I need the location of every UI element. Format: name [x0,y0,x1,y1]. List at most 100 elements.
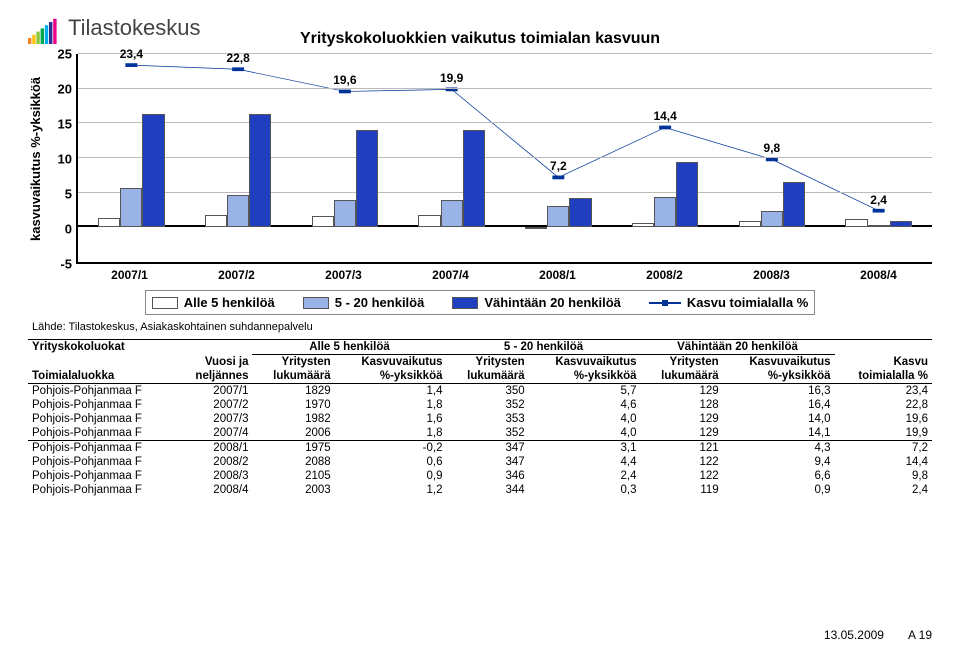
table-cell: 14,4 [835,455,932,469]
table-row: Pohjois-Pohjanmaa F2007/420061,83524,012… [28,426,932,441]
table-cell: 344 [447,483,529,497]
table-cell: 4,3 [723,441,835,456]
table-cell: 1,2 [335,483,447,497]
bar [569,198,591,228]
bar [312,216,334,227]
th-toimialaluokka: Toimialaluokka [28,369,176,384]
th-group-3: Vähintään 20 henkilöä [641,340,835,355]
logo-icon [28,12,60,44]
bar [676,162,698,227]
th-yr3: Yritysten [641,355,723,370]
table-cell: 9,4 [723,455,835,469]
table-cell: 14,0 [723,412,835,426]
table-cell: Pohjois-Pohjanmaa F [28,455,176,469]
table-cell: Pohjois-Pohjanmaa F [28,426,176,441]
data-label: 23,4 [120,47,143,61]
table-row: Pohjois-Pohjanmaa F2007/319821,63534,012… [28,412,932,426]
table-cell: 2007/2 [176,398,253,412]
bar [205,215,227,227]
table-cell: 3,1 [529,441,641,456]
th-yrityskokoluokat: Yrityskokoluokat [28,340,176,355]
table-cell: 129 [641,412,723,426]
table-cell: 129 [641,426,723,441]
table-cell: 347 [447,455,529,469]
data-label: 7,2 [550,159,567,173]
y-tick: 20 [58,82,72,97]
legend-swatch-icon [152,297,178,309]
table-cell: Pohjois-Pohjanmaa F [28,412,176,426]
th-yr2: Yritysten [447,355,529,370]
x-tick: 2007/3 [290,264,397,282]
table-cell: 2008/4 [176,483,253,497]
y-tick: -5 [60,257,72,272]
bar [441,200,463,228]
x-tick: 2007/1 [76,264,183,282]
table-cell: 5,7 [529,384,641,399]
table-cell: 129 [641,384,723,399]
data-label: 2,4 [870,193,887,207]
table-cell: 347 [447,441,529,456]
th-yr1: Yritysten [252,355,334,370]
table-cell: 7,2 [835,441,932,456]
legend-label: Kasvu toimialalla % [687,295,808,310]
table-cell: 2105 [252,469,334,483]
legend-label: 5 - 20 henkilöä [335,295,425,310]
legend-swatch-icon [303,297,329,309]
table-cell: 1,4 [335,384,447,399]
table-cell: 122 [641,469,723,483]
x-tick: 2007/2 [183,264,290,282]
table-cell: 22,8 [835,398,932,412]
th-group-1: Alle 5 henkilöä [252,340,446,355]
y-tick: 10 [58,152,72,167]
th-vuosi1: Vuosi ja [176,355,253,370]
bar [98,218,120,228]
plot-area: 23,422,819,619,97,214,49,82,4 [76,54,932,264]
footer-date: 13.05.2009 [824,628,884,642]
legend-line-icon [649,296,681,310]
table-cell: 1975 [252,441,334,456]
x-tick: 2007/4 [397,264,504,282]
table-cell: 9,8 [835,469,932,483]
data-label: 22,8 [226,51,249,65]
table-cell: 6,6 [723,469,835,483]
table-cell: 2008/3 [176,469,253,483]
bar [249,114,271,228]
table-cell: 1970 [252,398,334,412]
th-vuosi2: neljännes [176,369,253,384]
bar [356,130,378,227]
th-kv3: Kasvuvaikutus [723,355,835,370]
data-label: 19,6 [333,73,356,87]
table-cell: 1829 [252,384,334,399]
table-cell: 352 [447,426,529,441]
table-row: Pohjois-Pohjanmaa F2008/321050,93462,412… [28,469,932,483]
table-cell: 19,6 [835,412,932,426]
th-yk3: %-yksikköä [723,369,835,384]
legend-label: Alle 5 henkilöä [184,295,275,310]
table-cell: 121 [641,441,723,456]
bar [142,114,164,227]
footer: 13.05.2009 A 19 [28,628,932,642]
bar [525,227,547,229]
table-cell: 2007/3 [176,412,253,426]
table-cell: 2,4 [529,469,641,483]
grid-line [78,157,932,158]
table-row: Pohjois-Pohjanmaa F2008/420031,23440,311… [28,483,932,497]
table-cell: 2,4 [835,483,932,497]
table-cell: 2007/1 [176,384,253,399]
data-table: Yrityskokoluokat Alle 5 henkilöä 5 - 20 … [28,339,932,497]
data-label: 14,4 [653,109,676,123]
bar [783,182,805,228]
data-label: 9,8 [764,141,781,155]
th-empty [176,340,253,355]
table-cell: Pohjois-Pohjanmaa F [28,384,176,399]
th-group-2: 5 - 20 henkilöä [447,340,641,355]
bar [463,130,485,228]
legend-swatch-icon [452,297,478,309]
footer-page: A 19 [908,628,932,642]
bar [418,215,440,227]
th-yk1: %-yksikköä [335,369,447,384]
table-cell: Pohjois-Pohjanmaa F [28,469,176,483]
table-cell: 1,6 [335,412,447,426]
table-cell: 2003 [252,483,334,497]
table-cell: 1982 [252,412,334,426]
